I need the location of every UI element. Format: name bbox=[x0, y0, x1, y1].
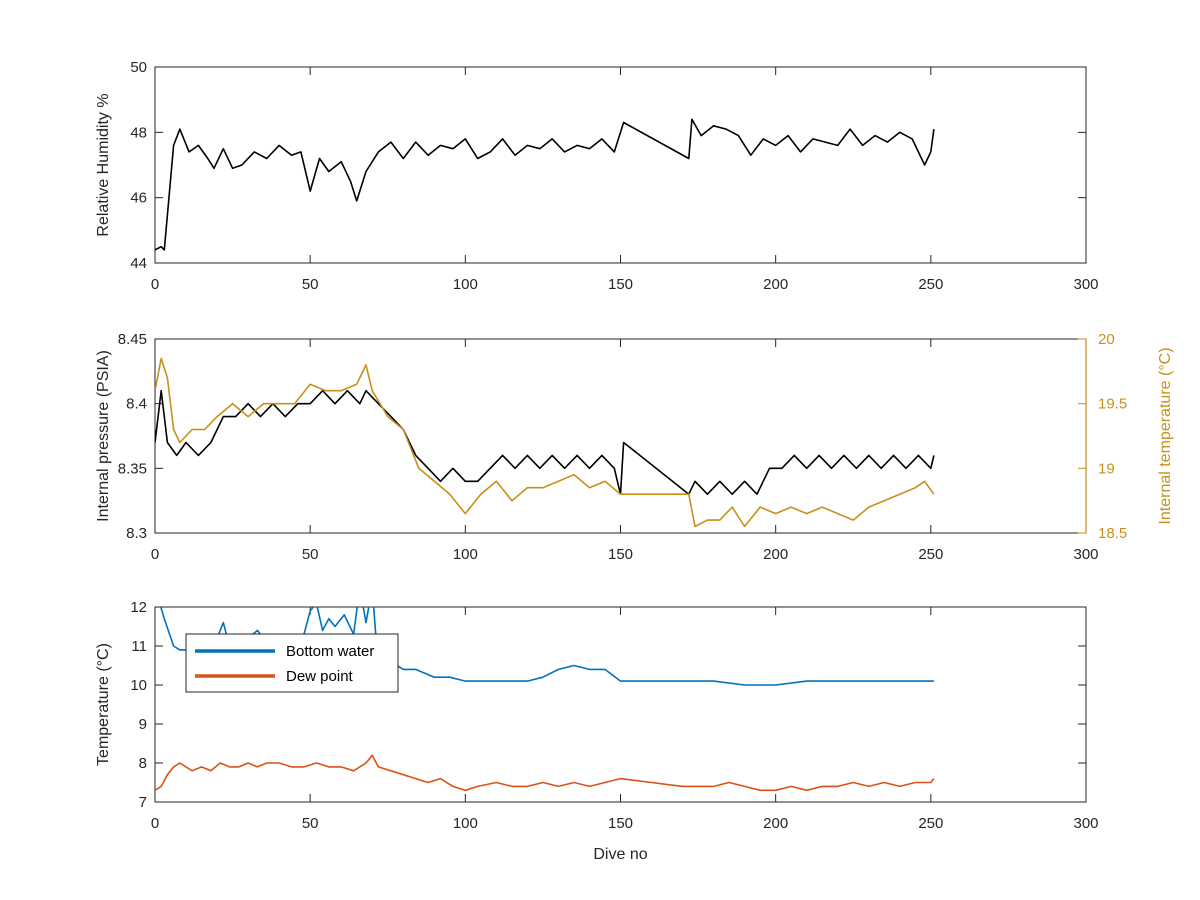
temperature-panel: 0 50 100 150 200 250 300 7 8 9 10 11 12 Temperature (… bbox=[95, 599, 1099, 863]
y-right-tick-label: 19.5 bbox=[1098, 396, 1127, 413]
x-tick-label: 100 bbox=[453, 546, 478, 563]
y-tick-label: 11 bbox=[131, 638, 147, 655]
x-tick-label: 100 bbox=[453, 276, 478, 293]
y-tick-label: 8 bbox=[139, 755, 147, 772]
series-line-1-0 bbox=[155, 389, 935, 496]
pressure-temperature-panel: 0 50 100 150 200 250 300 8.3 8.35 8.4 8.45 18.5 19 19… bbox=[95, 331, 1174, 563]
series-line-dew-point bbox=[155, 754, 935, 792]
y-tick-label: 46 bbox=[130, 190, 147, 207]
y-axis-label: Internal pressure (PSIA) bbox=[95, 350, 112, 522]
x-tick-label: 300 bbox=[1073, 815, 1098, 832]
x-tick-label: 0 bbox=[151, 546, 159, 563]
series-line-0-0 bbox=[155, 118, 935, 251]
y-tick-label: 12 bbox=[130, 599, 147, 616]
x-tick-label: 50 bbox=[302, 815, 319, 832]
x-tick-label: 200 bbox=[763, 546, 788, 563]
y-tick-label: 48 bbox=[130, 124, 147, 141]
x-tick-label: 0 bbox=[151, 276, 159, 293]
x-tick-label: 300 bbox=[1073, 546, 1098, 563]
series-line-1-1 bbox=[155, 357, 935, 528]
y-right-axis-label: Internal temperature (°C) bbox=[1157, 347, 1174, 524]
y-right-tick-label: 18.5 bbox=[1098, 525, 1127, 542]
x-tick-label: 0 bbox=[151, 815, 159, 832]
x-tick-label: 300 bbox=[1073, 276, 1098, 293]
x-tick-label: 250 bbox=[918, 276, 943, 293]
y-axis-label: Temperature (°C) bbox=[95, 643, 112, 766]
x-tick-label: 250 bbox=[918, 546, 943, 563]
legend-entry: Bottom water bbox=[286, 643, 374, 660]
y-tick-label: 7 bbox=[139, 794, 147, 811]
legend bbox=[185, 633, 399, 693]
x-tick-label: 150 bbox=[608, 276, 633, 293]
x-tick-label: 50 bbox=[302, 276, 319, 293]
x-tick-label: 250 bbox=[918, 815, 943, 832]
y-tick-label: 8.35 bbox=[118, 460, 147, 477]
plot-area bbox=[154, 66, 1087, 264]
y-tick-label: 10 bbox=[130, 677, 147, 694]
x-tick-label: 50 bbox=[302, 546, 319, 563]
y-right-tick-label: 20 bbox=[1098, 331, 1115, 348]
plot-area bbox=[154, 338, 1087, 534]
x-tick-label: 150 bbox=[608, 815, 633, 832]
x-tick-label: 150 bbox=[608, 546, 633, 563]
y-axis-label: Relative Humidity % bbox=[95, 93, 112, 236]
x-tick-label: 200 bbox=[763, 276, 788, 293]
y-tick-label: 8.4 bbox=[126, 396, 147, 413]
y-right-tick-label: 19 bbox=[1098, 460, 1115, 477]
y-tick-label: 44 bbox=[130, 255, 147, 272]
y-tick-label: 8.3 bbox=[126, 525, 147, 542]
y-tick-label: 50 bbox=[130, 59, 147, 76]
y-tick-label: 8.45 bbox=[118, 331, 147, 348]
humidity-panel: 0 50 100 150 200 250 300 44 46 48 50 Relative Humid… bbox=[95, 59, 1099, 293]
x-tick-label: 100 bbox=[453, 815, 478, 832]
x-axis-label: Dive no bbox=[593, 846, 647, 863]
y-tick-label: 9 bbox=[139, 716, 147, 733]
legend-entry: Dew point bbox=[286, 668, 354, 685]
x-tick-label: 200 bbox=[763, 815, 788, 832]
